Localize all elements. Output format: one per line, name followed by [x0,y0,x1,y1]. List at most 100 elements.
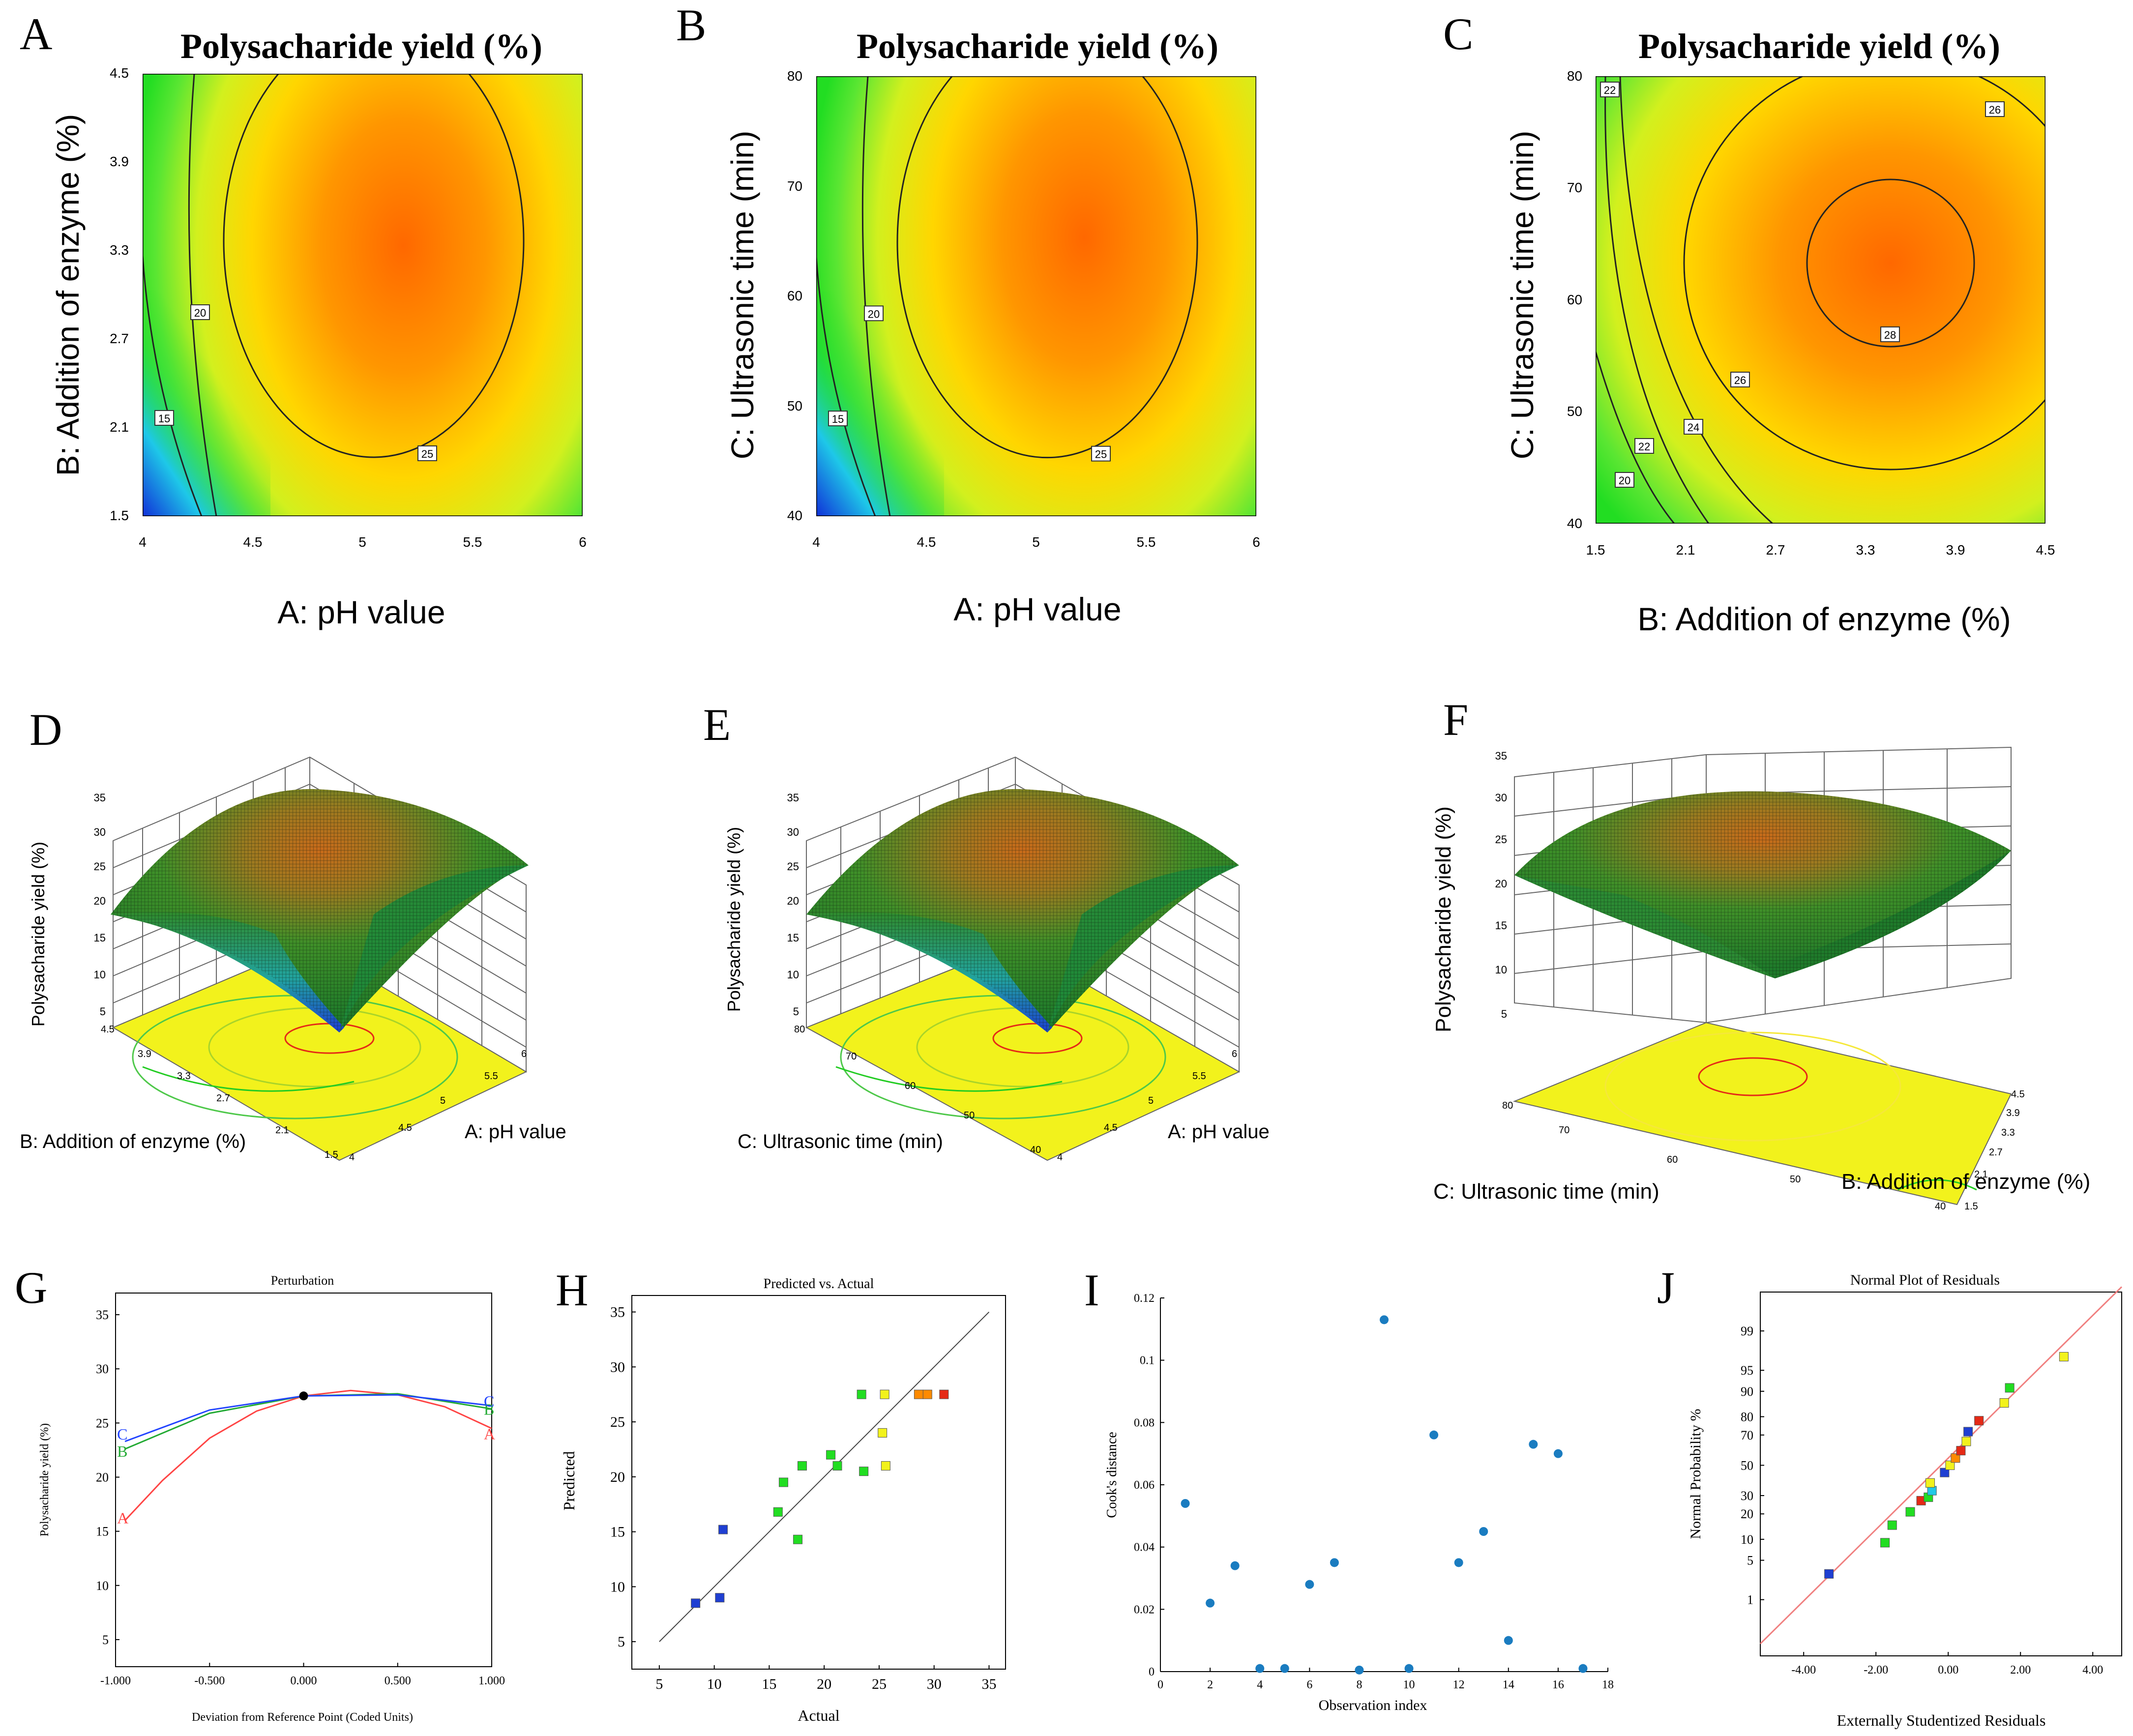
axes-frame-h [631,1295,1006,1670]
x-tick-label: -2.00 [1864,1664,1888,1677]
surface-mesh [806,789,1239,1032]
y-tick-label: 5 [102,1633,109,1647]
data-point [1230,1561,1240,1570]
z-tick: 30 [1495,792,1507,804]
data-point [778,1477,788,1487]
left-axis-label-e: C: Ultrasonic time (min) [738,1131,943,1152]
x-tick: 1.5 [1586,542,1605,558]
data-point [1404,1664,1414,1673]
panel-label-c: C [1443,9,1473,59]
data-point [1529,1440,1538,1449]
y-tick-label: 25 [96,1416,109,1430]
x-ticks-j: -4.00 -2.00 0.00 2.00 4.00 [1791,1652,2103,1677]
identity-line [659,1311,990,1642]
axis-tick: 60 [1667,1154,1678,1165]
y-tick-label: 10 [96,1579,109,1593]
left-axis-ticks-f: 80 70 60 50 40 [1502,1100,1946,1212]
axis-tick: 4 [1057,1152,1063,1163]
x-tick-label: 6 [1306,1678,1312,1691]
x-tick-label: 30 [927,1676,942,1692]
x-tick-label: 5 [655,1676,663,1692]
x-tick-label: 10 [707,1676,722,1692]
data-point [1963,1427,1973,1437]
panel-label-j: J [1657,1263,1675,1313]
data-point [1280,1664,1289,1673]
left-axis-label-d: B: Addition of enzyme (%) [20,1131,246,1152]
axis-tick: 40 [1935,1201,1946,1212]
axis-tick: 80 [1502,1100,1513,1111]
low-corner [143,290,270,516]
data-point [857,1389,866,1399]
z-tick: 20 [787,895,799,907]
y-tick-label: 35 [96,1308,109,1322]
data-point [1429,1430,1439,1440]
y-tick-label: 0.08 [1134,1416,1155,1429]
axis-tick: 80 [794,1024,805,1035]
y-tick: 3.9 [110,154,129,169]
axis-tick: 50 [1790,1174,1801,1185]
axis-tick: 2.7 [216,1093,230,1104]
x-tick: 3.9 [1946,542,1965,558]
contour-20 [1596,351,1675,524]
z-tick: 25 [1495,833,1507,846]
z-tick: 15 [94,932,106,944]
axis-tick: 4.5 [398,1122,412,1133]
y-tick: 50 [1567,404,1582,419]
series-line-c [124,1394,492,1442]
y-label-h: Predicted [560,1451,578,1511]
data-point [826,1450,836,1460]
x-label-c: B: Addition of enzyme (%) [1637,601,2011,637]
panel-i: I 0 0.02 0.04 0.06 0.08 0.1 0.12 0 2 4 6 8 10 12 14 16… [1084,1265,1614,1713]
z-ticks-f: 5 10 15 20 25 30 35 [1495,750,1507,1020]
axis-tick: 6 [1232,1049,1237,1059]
y-tick: 80 [1567,68,1582,84]
data-point [1355,1665,1364,1675]
data-point [1925,1478,1935,1488]
axis-tick: 4.5 [1104,1122,1118,1133]
axis-tick: 70 [846,1051,857,1062]
x-ticks-c: 1.5 2.1 2.7 3.3 3.9 4.5 [1586,542,2055,558]
y-tick-label: 90 [1741,1384,1753,1399]
heat-field [1596,76,2045,524]
right-axis-label-d: A: pH value [465,1121,566,1143]
axis-tick: 40 [1030,1145,1041,1155]
data-point [797,1461,807,1471]
data-point [1880,1538,1890,1548]
title-h: Predicted vs. Actual [764,1276,874,1292]
data-point [1974,1416,1984,1426]
contour-15 [816,257,876,516]
z-ticks-d: 5 10 15 20 25 30 35 [94,792,106,1018]
contour-label: 20 [1619,474,1630,487]
panel-f: F 5 10 15 20 25 30 35 Polysacharide yiel… [1431,695,2090,1212]
y-ticks-a: 1.5 2.1 2.7 3.3 3.9 4.5 [110,65,129,523]
data-point [1999,1398,2009,1408]
y-ticks-c: 40 50 60 70 80 [1567,68,1582,531]
surface-mesh [1514,791,2011,978]
axis-tick: 1.5 [1964,1201,1978,1212]
axis-tick: 4 [349,1152,355,1163]
panel-e: E 5 10 15 20 25 30 35 Polysac [703,700,1270,1163]
contour-label: 24 [1688,421,1699,434]
data-point [1305,1580,1314,1589]
x-tick: 5 [1032,534,1040,550]
x-tick-label: 2.00 [2010,1664,2031,1677]
data-point [1206,1598,1215,1608]
y-ticks-g: 5 10 15 20 25 30 35 [96,1308,119,1647]
contour-label: 25 [1095,448,1107,461]
x-tick-label: 16 [1552,1678,1564,1691]
y-tick: 60 [1567,292,1582,307]
x-tick-label: 35 [981,1676,996,1692]
y-ticks-b: 40 50 60 70 80 [787,68,802,523]
x-ticks-g: -1.000 -0.500 0.000 0.500 1.000 [100,1663,505,1687]
panel-label-g: G [15,1263,47,1313]
contour-label-box [417,445,437,461]
contour-20 [861,76,891,516]
y-tick: 2.7 [110,331,129,346]
data-point [880,1389,889,1399]
data-point [1945,1460,1955,1470]
axis-tick: 1.5 [325,1149,338,1160]
y-tick-label: 30 [96,1362,109,1376]
y-tick-label: 35 [610,1304,625,1321]
y-tick-label: 20 [96,1470,109,1484]
